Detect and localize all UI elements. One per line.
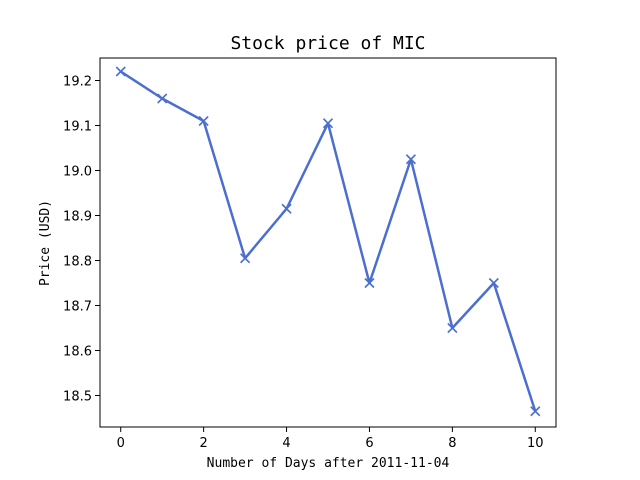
marker-stroke [157,93,168,104]
x-tick-label: 8 [448,436,456,451]
data-point-marker [240,253,251,264]
x-tick-label: 0 [117,436,125,451]
y-tick-label: 18.6 [63,345,92,360]
y-axis: 18.5 18.6 18.7 18.8 18.9 19.0 19.1 19.2 [63,75,100,405]
data-point-marker [447,322,458,334]
marker-stroke [488,277,499,289]
marker-stroke [115,66,126,77]
y-tick-label: 19.0 [63,165,92,180]
plot-area-frame [99,57,557,428]
data-point-marker [405,154,416,165]
marker-stroke [447,322,458,334]
x-tick-label: 2 [199,436,207,451]
data-point-marker [198,115,209,127]
marker-stroke [364,277,375,289]
x-tick-label: 10 [527,436,544,451]
y-tick-label: 18.7 [63,300,92,315]
y-tick-label: 19.1 [63,120,92,135]
chart-title: Stock price of MIC [230,33,425,54]
data-point-marker [157,93,168,104]
y-tick-label: 18.5 [63,390,92,405]
marker-stroke [322,118,334,129]
data-point-marker [322,118,334,129]
marker-stroke [240,253,251,264]
data-point-marker [530,406,541,417]
data-point-marker [364,277,375,289]
marker-stroke [198,115,209,127]
data-point-marker [115,66,126,77]
series-layer [115,66,541,417]
y-axis-label: Price (USD) [38,200,53,286]
x-tick-label: 4 [282,436,290,451]
marker-stroke [530,406,541,417]
marker-stroke [405,154,416,165]
y-tick-label: 18.9 [63,210,92,225]
y-tick-label: 19.2 [63,75,92,90]
data-point-marker [281,203,292,214]
data-point-marker [488,277,499,289]
x-tick-label: 6 [365,436,373,451]
x-axis: 0 2 4 6 8 10 [117,427,544,451]
y-tick-label: 18.8 [63,255,92,270]
x-axis-label: Number of Days after 2011-11-04 [207,456,450,471]
marker-stroke [281,203,292,214]
